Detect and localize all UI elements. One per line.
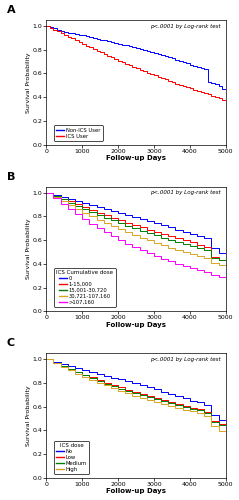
Text: C: C xyxy=(7,338,15,348)
Y-axis label: Survival Probability: Survival Probability xyxy=(26,218,31,280)
Legend: 0, 1-15,000, 15,001-30,720, 30,721-107,160, >107,160: 0, 1-15,000, 15,001-30,720, 30,721-107,1… xyxy=(54,268,115,308)
X-axis label: Follow-up Days: Follow-up Days xyxy=(106,488,166,494)
Legend: Non-ICS User, ICS User: Non-ICS User, ICS User xyxy=(54,126,103,140)
Text: p<.0001 by Log-rank test: p<.0001 by Log-rank test xyxy=(150,357,220,362)
X-axis label: Follow-up Days: Follow-up Days xyxy=(106,322,166,328)
X-axis label: Follow-up Days: Follow-up Days xyxy=(106,155,166,161)
Y-axis label: Survival Probability: Survival Probability xyxy=(26,52,31,112)
Text: A: A xyxy=(7,5,16,15)
Legend: No, Low, Medium, High: No, Low, Medium, High xyxy=(54,440,89,474)
Text: B: B xyxy=(7,172,15,182)
Text: p<.0001 by Log-rank test: p<.0001 by Log-rank test xyxy=(150,24,220,29)
Text: p<.0001 by Log-rank test: p<.0001 by Log-rank test xyxy=(150,190,220,196)
Y-axis label: Survival Probability: Survival Probability xyxy=(26,386,31,446)
